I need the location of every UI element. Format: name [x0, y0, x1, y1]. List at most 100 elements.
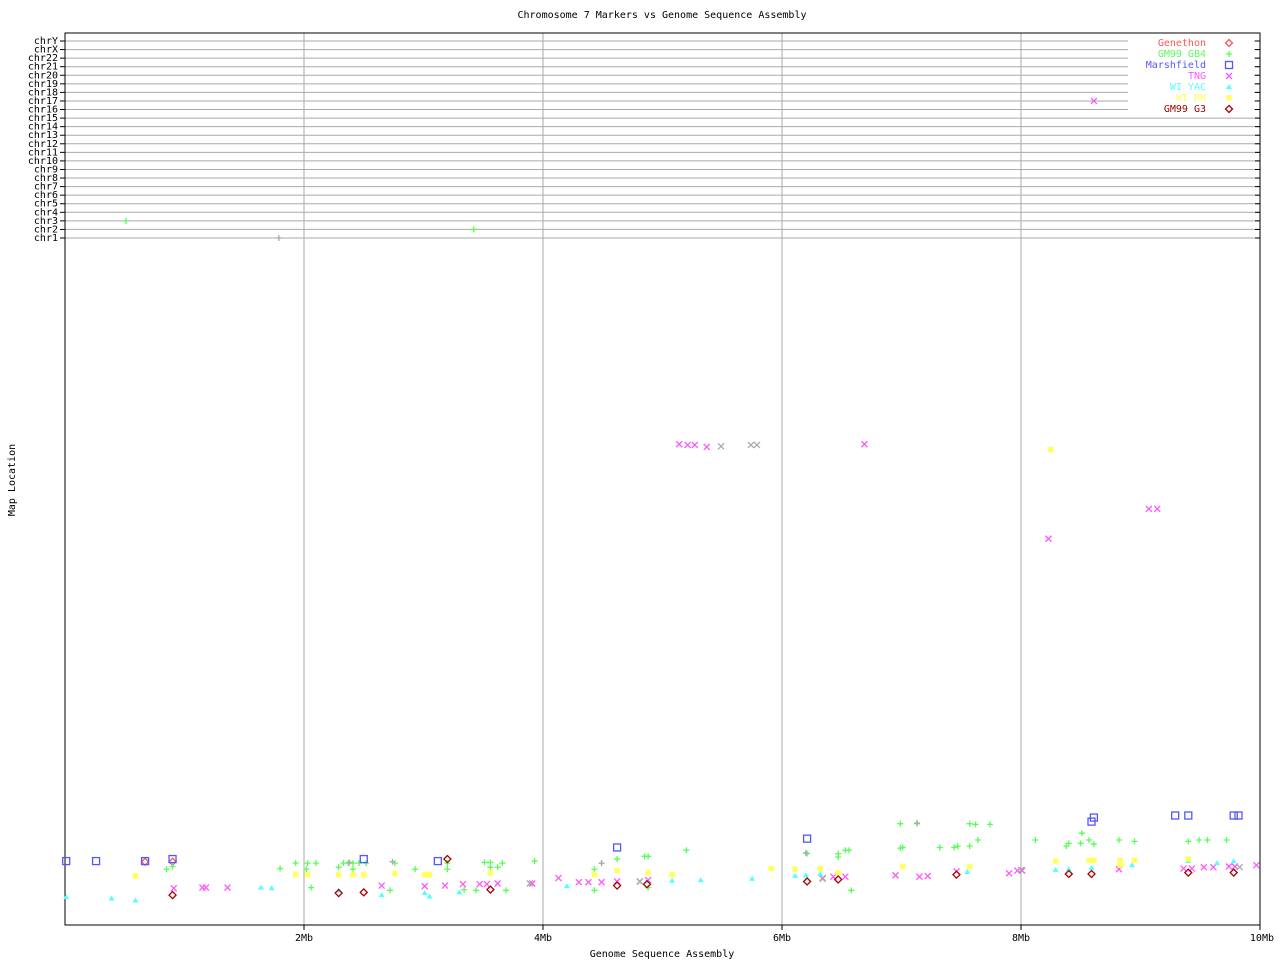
x-tick-label: 4Mb	[534, 933, 552, 944]
data-point	[346, 859, 353, 866]
data-point	[1090, 857, 1097, 864]
data-point	[575, 878, 583, 886]
data-point	[108, 895, 115, 901]
y-tick-label: chr7	[34, 182, 58, 193]
chart-title: Chromosome 7 Markers vs Genome Sequence …	[518, 10, 807, 21]
data-point	[645, 853, 652, 860]
data-point	[1078, 830, 1085, 837]
data-point	[1052, 858, 1059, 865]
data-point	[168, 854, 177, 864]
data-point	[1005, 869, 1013, 877]
y-tick-label: chr11	[28, 147, 58, 158]
data-point	[974, 837, 981, 843]
grid	[60, 33, 1261, 930]
data-point	[1064, 869, 1074, 879]
data-point	[473, 887, 480, 894]
legend-label: WI YAC	[1170, 82, 1206, 93]
data-point	[1209, 863, 1217, 871]
data-point	[168, 890, 177, 900]
data-point	[378, 882, 386, 890]
data-point	[841, 873, 849, 881]
data-point	[899, 863, 906, 870]
series-unlabeled-7	[275, 235, 921, 867]
data-point	[486, 885, 495, 895]
y-tick-label: chr6	[34, 190, 58, 201]
data-point	[91, 856, 101, 866]
data-point	[389, 858, 396, 865]
data-point	[531, 858, 538, 865]
data-point	[1117, 857, 1124, 864]
data-point	[140, 856, 150, 866]
data-point	[378, 892, 385, 898]
data-point	[1145, 505, 1153, 513]
data-point	[614, 867, 621, 874]
data-point	[308, 884, 315, 891]
data-point	[487, 864, 494, 871]
data-point	[140, 857, 150, 867]
series-marshfield	[62, 811, 1243, 866]
data-point	[387, 887, 394, 894]
y-tick-label: chr16	[28, 105, 58, 116]
data-point	[669, 877, 676, 883]
data-point	[591, 871, 598, 878]
legend-marker	[1224, 104, 1234, 114]
data-point	[444, 866, 451, 873]
y-tick-label: chrX	[34, 45, 58, 56]
data-point	[717, 442, 725, 450]
data-point	[426, 871, 433, 878]
data-point	[636, 878, 644, 885]
data-point	[1223, 837, 1230, 843]
data-point	[966, 820, 973, 827]
data-point	[494, 880, 502, 887]
data-point	[612, 881, 622, 890]
data-point	[598, 860, 605, 867]
data-point	[1229, 868, 1239, 878]
data-point	[697, 877, 704, 883]
data-point	[132, 897, 139, 903]
y-tick-label: chr3	[34, 216, 58, 227]
data-point	[476, 880, 484, 888]
y-tick-label: chr2	[34, 224, 58, 235]
data-point	[441, 882, 449, 890]
series-tng	[170, 97, 1260, 892]
data-point	[349, 871, 357, 878]
data-point	[1086, 837, 1093, 843]
data-point	[1196, 837, 1203, 843]
x-tick-label: 6Mb	[773, 933, 791, 944]
legend-marker	[1224, 38, 1234, 48]
data-point	[1090, 841, 1097, 848]
data-point	[747, 441, 755, 449]
data-point	[202, 884, 210, 892]
data-point	[1252, 861, 1260, 869]
data-point	[892, 871, 899, 879]
legend-label: GM99 GB4	[1158, 49, 1206, 60]
data-point	[412, 866, 419, 873]
data-point	[170, 884, 178, 892]
data-point	[1086, 857, 1093, 864]
data-point	[268, 885, 275, 891]
data-point	[1131, 838, 1138, 845]
data-point	[591, 866, 598, 873]
data-point	[442, 854, 452, 864]
data-point	[584, 878, 592, 886]
y-tick-label: chr17	[28, 96, 58, 107]
legend-background	[1128, 37, 1254, 116]
data-point	[1065, 840, 1072, 847]
data-point	[1047, 446, 1054, 453]
data-point	[972, 821, 979, 828]
series-wi-rh	[132, 446, 1192, 880]
data-point	[502, 887, 509, 894]
data-point	[1115, 865, 1123, 873]
x-tick-label: 8Mb	[1012, 933, 1030, 944]
data-point	[1230, 858, 1237, 864]
data-point	[951, 844, 958, 851]
data-point	[1131, 857, 1138, 864]
data-point	[421, 890, 428, 896]
data-point	[915, 873, 923, 881]
data-point	[966, 843, 973, 850]
data-point	[1200, 863, 1208, 871]
data-point	[802, 849, 809, 856]
data-point	[555, 874, 562, 882]
